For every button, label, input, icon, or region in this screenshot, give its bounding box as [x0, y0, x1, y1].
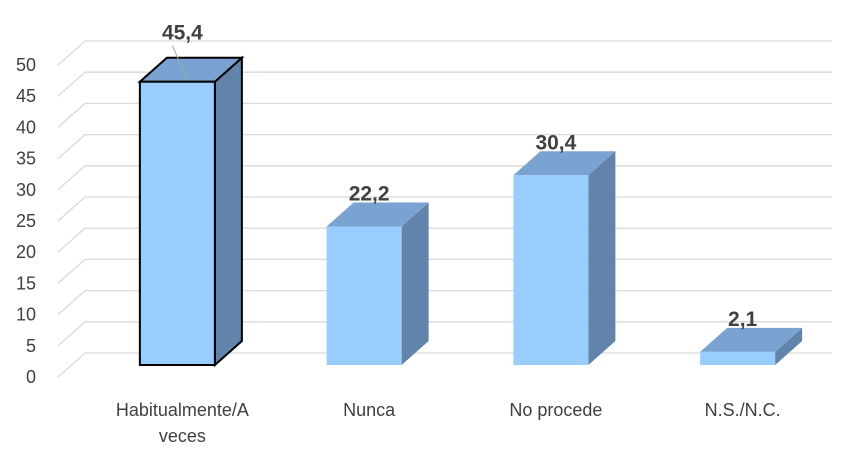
bar-side — [401, 202, 429, 365]
y-tick-label: 50 — [16, 55, 36, 75]
bar-front — [513, 175, 589, 365]
bar-top — [326, 202, 429, 227]
data-label: 22,2 — [349, 182, 390, 205]
bar-front — [326, 226, 402, 365]
category-label: Nunca — [343, 400, 396, 420]
bar — [700, 327, 803, 365]
data-label-leader — [171, 45, 188, 80]
y-tick-label: 30 — [16, 180, 36, 200]
y-tick-label: 25 — [16, 211, 36, 231]
gridlines — [57, 40, 832, 378]
y-tick-label: 5 — [26, 336, 36, 356]
bar-side — [588, 151, 616, 365]
gridline — [57, 40, 832, 66]
gridline — [57, 71, 832, 97]
data-label: 45,4 — [162, 22, 203, 45]
bar-top — [513, 151, 616, 176]
bar-side — [213, 55, 243, 368]
bar-top — [700, 327, 803, 352]
bar-front — [138, 80, 216, 366]
category-label: N.S./N.C. — [705, 400, 781, 420]
bar-front — [700, 351, 776, 365]
y-axis-ticks: 0 5 10 15 20 25 30 35 40 45 50 — [16, 55, 36, 387]
bar — [513, 151, 616, 365]
y-tick-label: 15 — [16, 273, 36, 293]
bars — [137, 55, 803, 368]
data-labels: 45,4 22,2 30,4 2,1 — [162, 22, 758, 331]
y-tick-label: 35 — [16, 149, 36, 169]
gridline — [57, 133, 832, 160]
y-tick-label: 45 — [16, 86, 36, 106]
category-label: No procede — [509, 400, 602, 420]
data-label: 2,1 — [728, 308, 758, 331]
category-label: Habitualmente/A veces — [116, 400, 249, 446]
y-tick-label: 0 — [26, 367, 36, 387]
bar — [326, 202, 429, 365]
bar-side — [775, 327, 803, 365]
x-axis-categories: Habitualmente/A veces Nunca No procede N.S./… — [116, 400, 781, 446]
y-tick-label: 10 — [16, 305, 36, 325]
data-label: 30,4 — [535, 131, 576, 154]
gridline — [57, 102, 832, 128]
y-tick-label: 20 — [16, 242, 36, 262]
y-tick-label: 40 — [16, 117, 36, 137]
bar — [137, 55, 245, 368]
